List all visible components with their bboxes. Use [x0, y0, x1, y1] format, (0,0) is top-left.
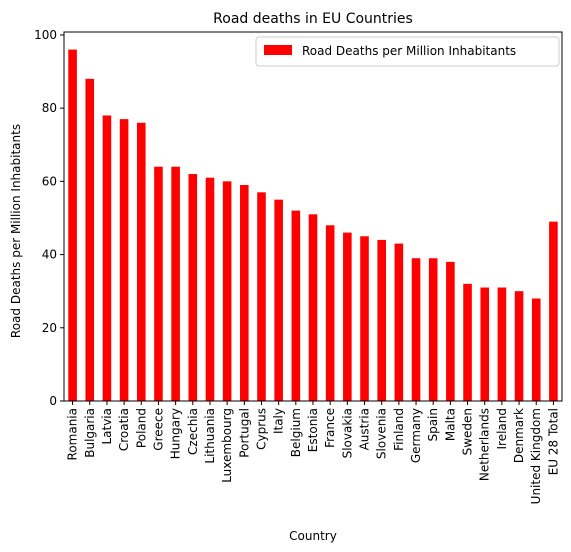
bar	[257, 192, 266, 401]
x-tick-label: Luxembourg	[220, 408, 234, 483]
x-axis-label: Country	[289, 529, 337, 543]
bar	[119, 119, 129, 401]
bar	[514, 291, 524, 401]
bar	[377, 239, 386, 401]
x-tick-label: Poland	[134, 408, 148, 448]
x-tick-label: Czechia	[186, 408, 200, 455]
bar	[463, 283, 472, 401]
bar	[531, 298, 541, 401]
y-tick-label: 100	[34, 28, 57, 42]
x-tick-label: Denmark	[512, 408, 526, 463]
legend: Road Deaths per Million Inhabitants	[255, 36, 560, 67]
bar	[428, 258, 438, 401]
bar	[154, 166, 163, 401]
x-tick-label: Italy	[272, 408, 286, 434]
x-tick-label: Slovakia	[340, 408, 354, 458]
plot-area: 0 20 40 60 80 100 Romania Bulgaria Latvia Croatia…	[34, 28, 563, 504]
x-tick-label: Bulgaria	[83, 408, 97, 458]
chart-title: Road deaths in EU Countries	[213, 11, 413, 27]
x-tick-label: Hungary	[169, 408, 183, 459]
bar	[325, 225, 335, 401]
x-tick-label: Sweden	[461, 408, 475, 455]
bar	[394, 243, 404, 401]
y-tick-label: 60	[42, 174, 57, 188]
legend-swatch	[264, 45, 292, 55]
x-tick-label: Ireland	[495, 408, 509, 450]
y-tick-label: 80	[42, 101, 57, 115]
x-tick-label: Malta	[443, 408, 457, 441]
legend-label: Road Deaths per Million Inhabitants	[302, 44, 516, 58]
y-axis-label: Road Deaths per Million Inhabitants	[9, 124, 23, 338]
bar	[497, 287, 507, 401]
x-tick-label: EU 28 Total	[546, 408, 560, 475]
bar	[85, 78, 95, 401]
x-tick-label: Lithuania	[203, 408, 217, 464]
bar	[308, 214, 318, 401]
bar	[240, 185, 249, 401]
x-tick-label: Slovenia	[375, 408, 389, 459]
x-tick-label: Finland	[392, 408, 406, 451]
x-tick-label: Cyprus	[254, 408, 268, 450]
bar	[343, 232, 352, 401]
x-tick-label: Portugal	[237, 408, 251, 458]
bar	[291, 210, 301, 401]
bar	[446, 261, 455, 401]
x-tick-label: Germany	[409, 408, 423, 463]
bar	[188, 174, 198, 401]
bar	[274, 199, 283, 401]
bar	[480, 287, 490, 401]
bar	[205, 177, 215, 401]
bar	[171, 166, 180, 401]
y-tick-label: 40	[42, 248, 57, 262]
x-tick-label: Romania	[66, 408, 80, 460]
x-tick-label: Austria	[358, 408, 372, 450]
y-tick-label: 20	[42, 321, 57, 335]
y-tick-label: 0	[49, 394, 57, 408]
bar	[222, 181, 232, 401]
x-tick-label: France	[323, 408, 337, 448]
bar	[411, 258, 421, 401]
legend-frame	[255, 36, 560, 67]
bar	[102, 115, 112, 401]
x-tick-label: Spain	[426, 408, 440, 442]
bar	[360, 236, 369, 401]
x-tick-label: United Kingdom	[529, 408, 543, 504]
x-tick-label: Estonia	[306, 408, 320, 452]
x-tick-label: Croatia	[117, 408, 131, 451]
bar	[68, 49, 77, 401]
x-tick-label: Greece	[151, 408, 165, 451]
x-tick-label: Netherlands	[478, 408, 492, 481]
bar	[549, 221, 558, 401]
x-tick-label: Latvia	[100, 408, 114, 445]
x-tick-label: Belgium	[289, 408, 303, 457]
bar	[136, 122, 146, 402]
